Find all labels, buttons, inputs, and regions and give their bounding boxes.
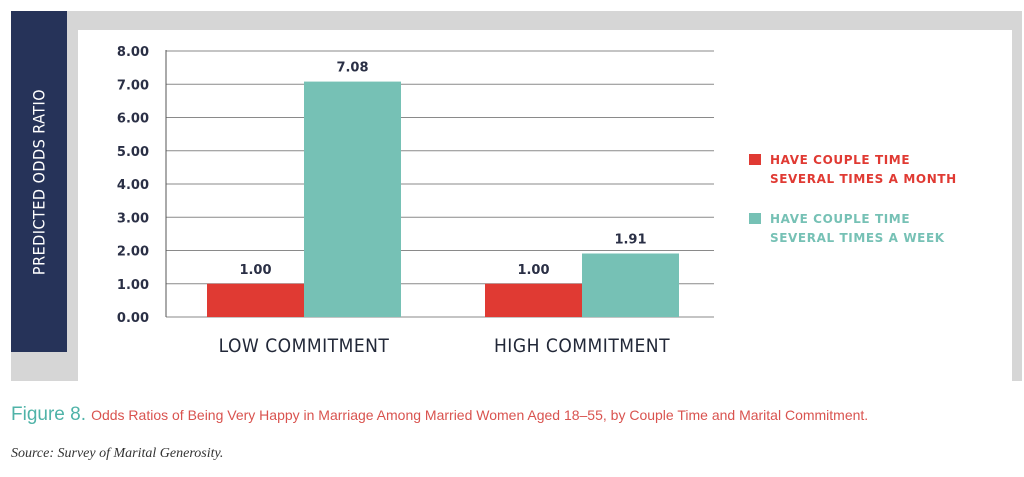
y-tick-label: 2.00 (117, 245, 149, 260)
legend-label-week-line1: HAVE COUPLE TIME (770, 212, 911, 226)
legend-swatch-week (749, 213, 761, 224)
legend-label-week-line2: SEVERAL TIMES A WEEK (770, 231, 945, 245)
data-label: 1.00 (239, 263, 271, 278)
bar-chart: 0.00 1.00 2.00 3.00 4.00 5.00 6.00 7.00 8.00 1.00… (117, 45, 714, 357)
data-label: 1.91 (614, 232, 646, 247)
bar (207, 283, 304, 317)
bar (485, 283, 582, 317)
category-label: LOW COMMITMENT (219, 335, 390, 357)
y-tick-label: 1.00 (117, 278, 149, 293)
y-tick-label: 7.00 (117, 78, 149, 93)
bar (304, 81, 401, 317)
y-tick-label: 3.00 (117, 211, 149, 226)
legend-label-month-line2: SEVERAL TIMES A MONTH (770, 172, 957, 186)
figure-caption: Figure 8. Odds Ratios of Being Very Happ… (11, 404, 868, 426)
y-tick-label: 6.00 (117, 112, 149, 127)
y-tick-label: 5.00 (117, 145, 149, 160)
figure-source: Source: Survey of Marital Generosity. (11, 446, 224, 461)
category-label: HIGH COMMITMENT (494, 335, 670, 357)
data-label: 7.08 (336, 61, 368, 76)
chart-panel (78, 30, 1012, 381)
y-tick-label: 0.00 (117, 311, 149, 326)
y-tick-label: 4.00 (117, 178, 149, 193)
chart-frame (11, 11, 1022, 381)
figure-label: Figure 8. (11, 404, 86, 425)
figure-caption-text: Odds Ratios of Being Very Happy in Marri… (91, 407, 869, 423)
legend-swatch-month (749, 154, 761, 165)
bar (582, 253, 679, 317)
y-axis-label-bar (11, 11, 67, 352)
legend-label-month-line1: HAVE COUPLE TIME (770, 153, 911, 167)
data-label: 1.00 (517, 263, 549, 278)
y-tick-label: 8.00 (117, 45, 149, 60)
